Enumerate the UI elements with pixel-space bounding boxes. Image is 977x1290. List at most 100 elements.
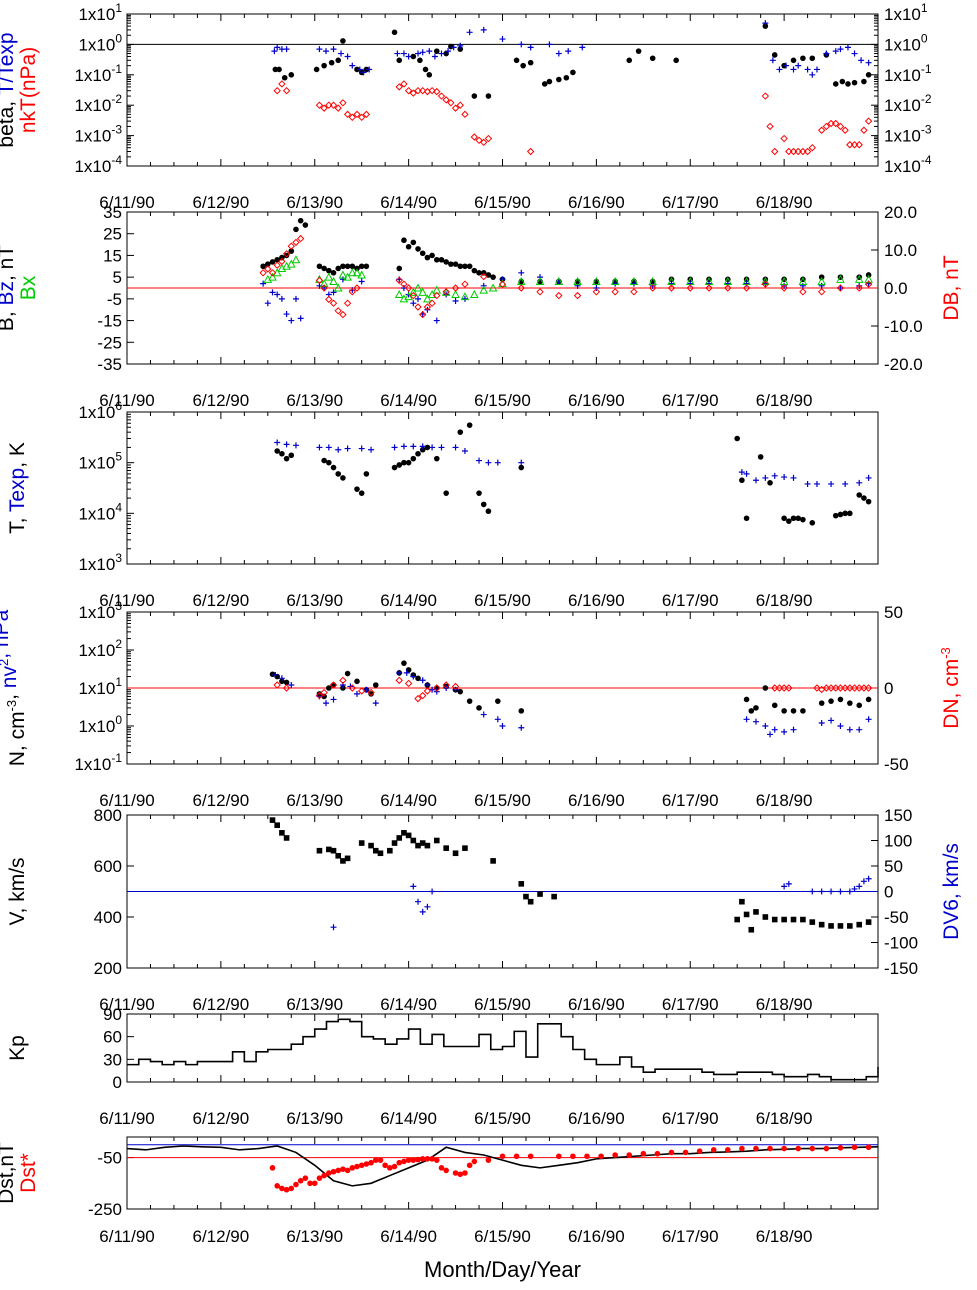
data-point	[404, 86, 413, 95]
data-point	[555, 50, 562, 57]
data-point	[311, 1180, 318, 1187]
data-point	[404, 679, 413, 688]
data-point	[790, 66, 797, 73]
data-point	[274, 822, 280, 828]
x-tick-label: 6/11/90	[99, 995, 154, 1014]
data-point	[865, 498, 872, 505]
x-tick-label: 6/15/90	[474, 591, 531, 610]
data-point	[363, 263, 370, 270]
data-point	[269, 817, 276, 823]
data-point	[325, 444, 332, 451]
data-point	[423, 687, 432, 695]
data-point	[335, 471, 342, 477]
y-tick-label: 60	[103, 1028, 122, 1047]
data-point	[408, 287, 418, 296]
data-point	[405, 243, 412, 250]
data-point	[518, 708, 525, 714]
x-tick-label: 6/16/90	[568, 193, 625, 212]
data-point	[335, 446, 342, 453]
data-point	[415, 50, 422, 57]
data-point	[293, 1181, 299, 1188]
data-point	[283, 252, 290, 259]
data-point	[447, 99, 455, 107]
data-point	[556, 1153, 562, 1160]
x-tick-label: 6/11/90	[99, 193, 154, 212]
data-point	[278, 257, 286, 266]
data-point	[752, 477, 759, 484]
data-point	[410, 443, 417, 450]
series-2	[274, 439, 872, 487]
data-point	[274, 291, 281, 298]
series-1	[127, 1018, 879, 1081]
data-point	[340, 858, 346, 864]
data-point	[837, 46, 844, 53]
data-point	[321, 62, 327, 69]
data-point	[326, 1170, 332, 1176]
data-point	[403, 669, 410, 676]
y-tick-label: -50	[884, 908, 909, 927]
data-point	[278, 675, 285, 682]
data-point	[368, 842, 374, 849]
data-point	[828, 698, 834, 704]
x-tick-label: 6/16/90	[568, 995, 625, 1014]
data-point	[291, 255, 301, 264]
panel-dst: 6/11/90 6/12/90 6/13/90 6/14/90 6/15/90 6/16/…	[0, 1136, 879, 1282]
data-point	[804, 480, 811, 487]
data-point	[400, 80, 408, 88]
y-tick-label: 10.0	[884, 241, 917, 260]
data-point	[535, 276, 545, 285]
panel-velocity: 6/11/90 6/12/90 6/13/90 6/14/90 6/15/90 6/16/…	[6, 806, 963, 1014]
data-point	[330, 696, 337, 703]
data-point	[344, 445, 351, 452]
y-tick-label: 400	[94, 908, 122, 927]
y-tick-label: 800	[94, 806, 122, 825]
data-point	[316, 1175, 323, 1181]
series-3	[273, 80, 873, 156]
data-point	[415, 842, 421, 849]
data-point	[274, 448, 281, 454]
data-point	[323, 700, 330, 707]
data-point	[761, 276, 770, 285]
data-point	[348, 113, 357, 122]
data-point	[610, 276, 620, 285]
data-point	[499, 723, 506, 729]
data-point	[401, 1158, 407, 1165]
data-point	[395, 676, 403, 685]
data-point	[839, 78, 846, 85]
data-point	[287, 242, 295, 250]
y-axis-label-left: Bx	[17, 275, 40, 300]
data-point	[734, 435, 740, 442]
data-point	[419, 908, 426, 915]
data-point	[354, 1163, 360, 1170]
y-tick-label: 1x10-3	[884, 123, 932, 146]
data-point	[269, 1165, 276, 1171]
data-point	[766, 122, 774, 131]
x-tick-label: 6/14/90	[380, 1227, 437, 1246]
data-point	[476, 457, 483, 464]
data-point	[457, 263, 464, 270]
data-point	[457, 688, 464, 695]
data-point	[864, 274, 873, 283]
data-point	[809, 888, 816, 895]
data-point	[396, 669, 403, 676]
x-tick-label: 6/18/90	[756, 1109, 813, 1128]
data-point	[368, 691, 374, 697]
y-tick-label: 1x101	[884, 1, 928, 24]
data-point	[448, 261, 454, 267]
y-tick-label: 1x101	[78, 675, 122, 698]
data-point	[800, 916, 806, 923]
data-point	[851, 50, 858, 57]
data-point	[592, 288, 601, 296]
data-point	[424, 254, 431, 261]
x-tick-label: 6/13/90	[286, 995, 343, 1014]
data-point	[813, 66, 820, 73]
data-point	[401, 459, 407, 466]
data-point	[292, 238, 300, 247]
data-point	[790, 726, 797, 733]
data-point	[442, 681, 450, 689]
y-tick-label: 90	[103, 1005, 122, 1024]
y-tick-label: -20.0	[884, 355, 923, 374]
data-point	[476, 270, 482, 276]
data-point	[437, 92, 446, 100]
